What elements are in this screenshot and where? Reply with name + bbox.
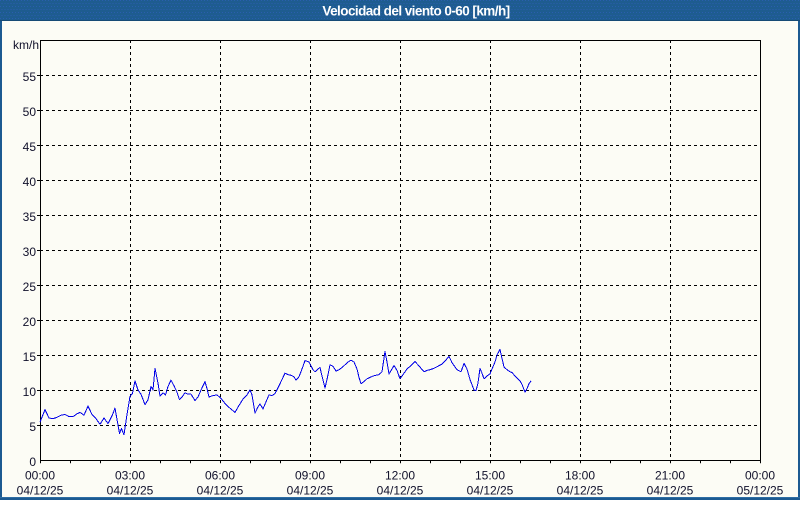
svg-text:03:00: 03:00 [115,469,145,483]
svg-text:04/12/25: 04/12/25 [377,484,424,498]
svg-text:06:00: 06:00 [205,469,235,483]
svg-text:30: 30 [23,245,37,259]
svg-text:15: 15 [23,350,37,364]
svg-text:04/12/25: 04/12/25 [287,484,334,498]
svg-text:35: 35 [23,210,37,224]
svg-text:04/12/25: 04/12/25 [17,484,64,498]
svg-text:20: 20 [23,315,37,329]
svg-text:04/12/25: 04/12/25 [107,484,154,498]
svg-text:km/h: km/h [13,38,39,52]
svg-text:5: 5 [29,420,36,434]
svg-text:25: 25 [23,280,37,294]
svg-text:45: 45 [23,140,37,154]
svg-text:0: 0 [29,455,36,469]
svg-text:12:00: 12:00 [385,469,415,483]
svg-text:04/12/25: 04/12/25 [557,484,604,498]
svg-text:55: 55 [23,70,37,84]
svg-text:04/12/25: 04/12/25 [647,484,694,498]
svg-text:00:00: 00:00 [25,469,55,483]
svg-text:00:00: 00:00 [745,469,775,483]
svg-text:50: 50 [23,105,37,119]
svg-text:15:00: 15:00 [475,469,505,483]
svg-text:05/12/25: 05/12/25 [737,484,784,498]
svg-text:04/12/25: 04/12/25 [197,484,244,498]
svg-text:18:00: 18:00 [565,469,595,483]
svg-text:Velocidad del viento 0-60 [km/: Velocidad del viento 0-60 [km/h] [322,4,509,19]
svg-text:04/12/25: 04/12/25 [467,484,514,498]
svg-text:21:00: 21:00 [655,469,685,483]
svg-text:09:00: 09:00 [295,469,325,483]
svg-text:40: 40 [23,175,37,189]
svg-text:10: 10 [23,385,37,399]
